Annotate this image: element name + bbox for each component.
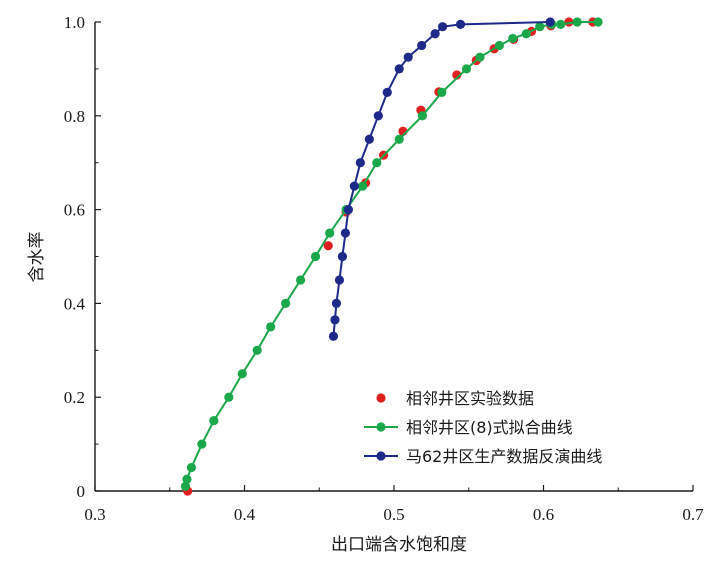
legend-label: 相邻井区(8)式拟合曲线 bbox=[406, 418, 573, 437]
data-point bbox=[372, 158, 382, 168]
series-2 bbox=[180, 17, 603, 491]
data-point bbox=[331, 298, 342, 308]
data-point bbox=[417, 111, 428, 121]
data-point bbox=[382, 87, 392, 97]
data-point bbox=[197, 439, 207, 449]
chart-axes: 0.3 0.4 0.5 0.6 0.7 0 0.2 0.4 0.6 0.8 1.0 bbox=[64, 13, 704, 524]
data-point bbox=[343, 205, 354, 215]
data-point bbox=[224, 392, 234, 402]
data-point bbox=[358, 181, 368, 191]
data-point bbox=[328, 331, 339, 341]
data-point bbox=[430, 29, 440, 39]
legend-marker bbox=[376, 451, 386, 461]
x-tick-label: 0.5 bbox=[383, 505, 404, 524]
x-tick-label: 0.4 bbox=[234, 505, 256, 524]
y-tick-label: 0 bbox=[77, 482, 86, 501]
y-tick-label: 1.0 bbox=[64, 13, 85, 32]
legend-item-3: 马62井区生产数据反演曲线 bbox=[364, 447, 602, 466]
data-point bbox=[593, 17, 603, 27]
data-point bbox=[266, 322, 276, 332]
legend-item-2: 相邻井区(8)式拟合曲线 bbox=[364, 418, 573, 437]
data-point bbox=[180, 481, 191, 491]
data-point bbox=[455, 19, 466, 29]
data-point bbox=[364, 134, 374, 144]
legend-label: 相邻井区实验数据 bbox=[406, 389, 534, 408]
legend-marker bbox=[376, 422, 386, 432]
data-point bbox=[417, 40, 427, 51]
data-point bbox=[521, 29, 531, 39]
y-tick-label: 0.4 bbox=[64, 294, 86, 313]
data-point bbox=[508, 33, 518, 44]
data-point bbox=[437, 87, 447, 97]
x-tick-label: 0.3 bbox=[84, 505, 105, 524]
data-point bbox=[556, 19, 566, 29]
data-point bbox=[182, 474, 192, 484]
data-point bbox=[281, 298, 291, 308]
data-point bbox=[572, 17, 582, 27]
series-3 bbox=[328, 17, 555, 341]
data-point bbox=[237, 369, 247, 379]
legend-label: 马62井区生产数据反演曲线 bbox=[406, 447, 602, 466]
chart-plot-area bbox=[180, 17, 603, 496]
y-axis-title: 含水率 bbox=[27, 232, 47, 283]
legend-item-1: 相邻井区实验数据 bbox=[376, 389, 534, 408]
data-point bbox=[355, 158, 365, 168]
data-point bbox=[334, 275, 345, 285]
legend-marker bbox=[376, 393, 386, 403]
data-point bbox=[545, 17, 555, 27]
data-point bbox=[394, 134, 404, 144]
data-point bbox=[186, 462, 197, 473]
data-point bbox=[349, 181, 359, 191]
data-point bbox=[295, 275, 306, 285]
data-point bbox=[373, 111, 383, 121]
data-point bbox=[461, 64, 472, 74]
y-tick-label: 0.6 bbox=[64, 201, 85, 220]
data-point bbox=[325, 228, 335, 238]
data-point bbox=[394, 64, 404, 74]
data-point bbox=[403, 52, 413, 62]
x-axis-title: 出口端含水饱和度 bbox=[331, 535, 467, 555]
data-point bbox=[310, 251, 321, 262]
x-tick-label: 0.6 bbox=[533, 505, 554, 524]
data-point bbox=[475, 52, 485, 62]
data-point bbox=[330, 315, 340, 325]
data-point bbox=[252, 345, 262, 355]
x-tick-label: 0.7 bbox=[682, 505, 704, 524]
data-point bbox=[340, 228, 351, 238]
y-tick-label: 0.2 bbox=[64, 388, 85, 407]
data-point bbox=[437, 22, 448, 32]
data-point bbox=[337, 251, 348, 262]
data-point bbox=[494, 40, 504, 51]
data-point bbox=[323, 241, 333, 251]
y-tick-label: 0.8 bbox=[64, 107, 85, 126]
data-point bbox=[209, 416, 219, 426]
data-point bbox=[535, 22, 545, 32]
